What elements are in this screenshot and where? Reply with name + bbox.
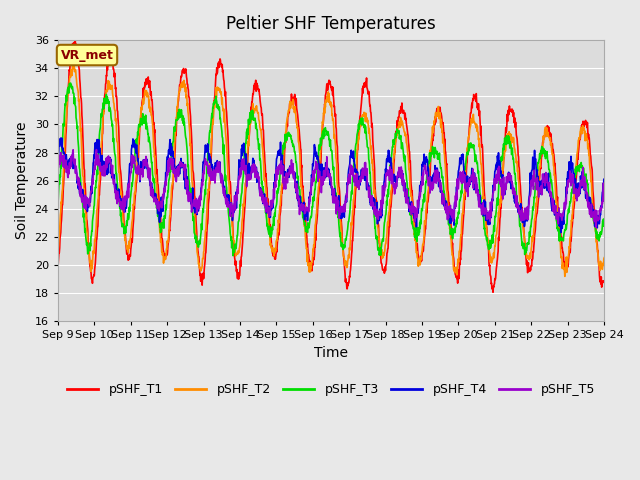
pSHF_T2	[119, 209, 127, 215]
pSHF_T2	[600, 255, 608, 261]
pSHF_T3	[600, 218, 608, 224]
Line: pSHF_T2: pSHF_T2	[58, 61, 604, 276]
pSHF_T2	[561, 274, 569, 279]
Line: pSHF_T4: pSHF_T4	[58, 138, 604, 233]
pSHF_T5	[600, 185, 608, 191]
pSHF_T5	[592, 225, 600, 230]
pSHF_T2	[298, 183, 305, 189]
Text: VR_met: VR_met	[61, 48, 113, 61]
pSHF_T5	[97, 168, 104, 174]
pSHF_T3	[119, 221, 127, 227]
Line: pSHF_T3: pSHF_T3	[58, 83, 604, 256]
pSHF_T3	[67, 80, 74, 86]
pSHF_T4	[600, 180, 608, 185]
pSHF_T2	[54, 246, 61, 252]
pSHF_T3	[298, 203, 305, 209]
X-axis label: Time: Time	[314, 346, 348, 360]
pSHF_T4	[365, 192, 373, 197]
pSHF_T3	[54, 205, 61, 211]
pSHF_T4	[57, 135, 65, 141]
pSHF_T1	[365, 91, 373, 96]
pSHF_T1	[97, 177, 104, 182]
pSHF_T5	[365, 189, 373, 195]
pSHF_T2	[97, 168, 104, 173]
pSHF_T2	[69, 59, 77, 64]
pSHF_T5	[119, 195, 127, 201]
pSHF_T2	[365, 125, 373, 131]
pSHF_T1	[71, 36, 79, 42]
pSHF_T2	[286, 98, 294, 104]
pSHF_T4	[119, 200, 127, 206]
pSHF_T1	[54, 262, 61, 267]
pSHF_T1	[600, 278, 608, 284]
Y-axis label: Soil Temperature: Soil Temperature	[15, 122, 29, 240]
pSHF_T1	[286, 101, 294, 107]
pSHF_T1	[489, 289, 497, 295]
pSHF_T1	[119, 199, 127, 205]
pSHF_T5	[54, 169, 61, 175]
pSHF_T5	[286, 171, 294, 177]
Legend: pSHF_T1, pSHF_T2, pSHF_T3, pSHF_T4, pSHF_T5: pSHF_T1, pSHF_T2, pSHF_T3, pSHF_T4, pSHF…	[62, 378, 600, 401]
pSHF_T5	[298, 202, 305, 207]
pSHF_T3	[97, 124, 104, 130]
pSHF_T4	[97, 164, 104, 170]
Title: Peltier SHF Temperatures: Peltier SHF Temperatures	[226, 15, 436, 33]
pSHF_T4	[286, 163, 294, 169]
pSHF_T2	[307, 265, 315, 271]
Line: pSHF_T1: pSHF_T1	[58, 39, 604, 292]
pSHF_T4	[298, 203, 305, 209]
pSHF_T5	[93, 147, 100, 153]
pSHF_T4	[307, 182, 315, 188]
pSHF_T1	[298, 165, 305, 171]
pSHF_T1	[307, 266, 315, 272]
pSHF_T3	[365, 162, 373, 168]
pSHF_T4	[54, 157, 61, 163]
pSHF_T3	[287, 133, 294, 139]
Line: pSHF_T5: pSHF_T5	[58, 150, 604, 228]
pSHF_T3	[308, 213, 316, 219]
pSHF_T4	[557, 230, 564, 236]
pSHF_T5	[307, 190, 315, 196]
pSHF_T3	[229, 253, 237, 259]
